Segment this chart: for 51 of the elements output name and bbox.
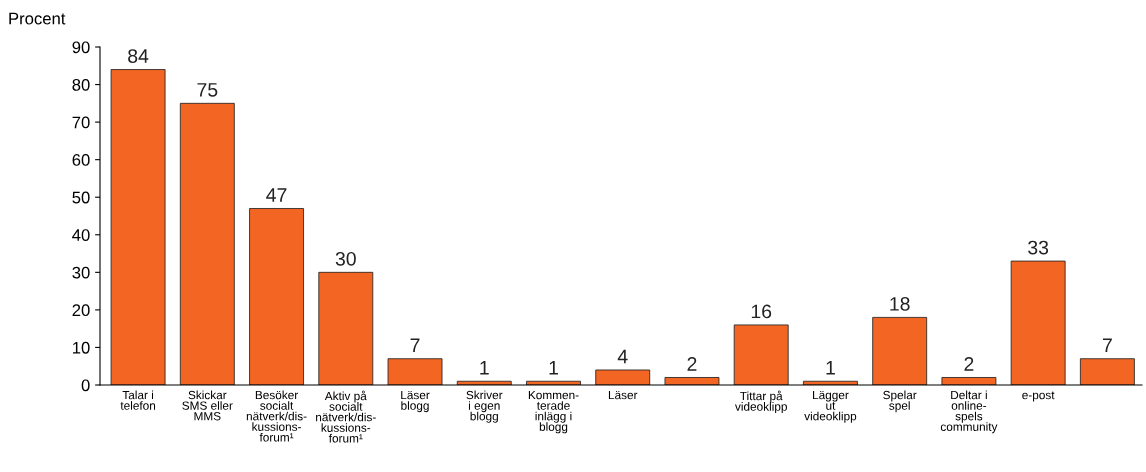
data-label: 33 <box>1028 240 1049 255</box>
x-tick-label: Läser <box>608 390 638 400</box>
x-tick-label: Skickar SMS eller MMS <box>182 390 233 421</box>
data-label: 18 <box>890 297 910 311</box>
x-tick-label: Deltar i online- spels community <box>940 390 998 434</box>
x-tick-label: e-post <box>1022 391 1055 402</box>
x-tick-label: Läser blogg <box>401 390 430 413</box>
data-label: 1 <box>549 361 558 375</box>
y-tick-label: 20 <box>72 304 90 317</box>
bar <box>110 69 166 385</box>
bar <box>1079 358 1135 385</box>
bar <box>318 271 374 385</box>
x-tick-label: Talar i telefon <box>120 390 156 410</box>
y-tick-label: 60 <box>72 154 90 166</box>
data-label: 2 <box>687 357 697 371</box>
data-label: 30 <box>335 251 356 266</box>
data-label: 16 <box>751 304 772 319</box>
y-axis-title: Procent <box>9 12 66 25</box>
bar <box>872 316 928 385</box>
y-tick-label: 90 <box>72 41 90 54</box>
bar <box>249 208 304 385</box>
y-tick-label: 80 <box>72 78 90 91</box>
data-label: 2 <box>964 357 974 371</box>
y-tick-label: 10 <box>73 341 90 354</box>
bar <box>941 377 997 385</box>
data-label: 1 <box>826 361 835 375</box>
x-tick-label: Tittar på videoklipp <box>734 390 787 414</box>
y-tick-label: 70 <box>72 116 90 129</box>
x-tick-label: Aktiv på socialt nätverk/dis- kussions- forum¹ <box>316 390 376 443</box>
x-tick-label: Spelar spel <box>883 390 917 413</box>
data-label: 47 <box>266 188 287 202</box>
bar <box>387 358 443 385</box>
y-tick-label: 40 <box>72 229 90 241</box>
x-tick-label: Skriver i egen blogg <box>466 390 503 423</box>
bar <box>733 324 789 385</box>
data-label: 4 <box>617 349 628 364</box>
bar <box>1010 260 1066 385</box>
x-tick-label: Lägger ut videoklipp <box>804 390 857 423</box>
x-tick-label: Kommen- terade inlägg i blogg <box>528 390 579 434</box>
data-label: 75 <box>197 83 218 97</box>
y-tick-label: 30 <box>72 266 90 279</box>
data-label: 1 <box>480 361 489 375</box>
y-tick-label: 0 <box>81 379 90 392</box>
data-label: 7 <box>410 338 420 352</box>
y-tick-label: 50 <box>72 191 90 204</box>
data-label: 84 <box>128 49 149 63</box>
bar <box>664 377 720 385</box>
bar <box>179 102 235 385</box>
bar <box>595 369 651 385</box>
x-tick-label: Besöker socialt nätverk/dis- kussions- forum¹ <box>246 390 307 442</box>
data-label: 7 <box>1102 338 1112 352</box>
